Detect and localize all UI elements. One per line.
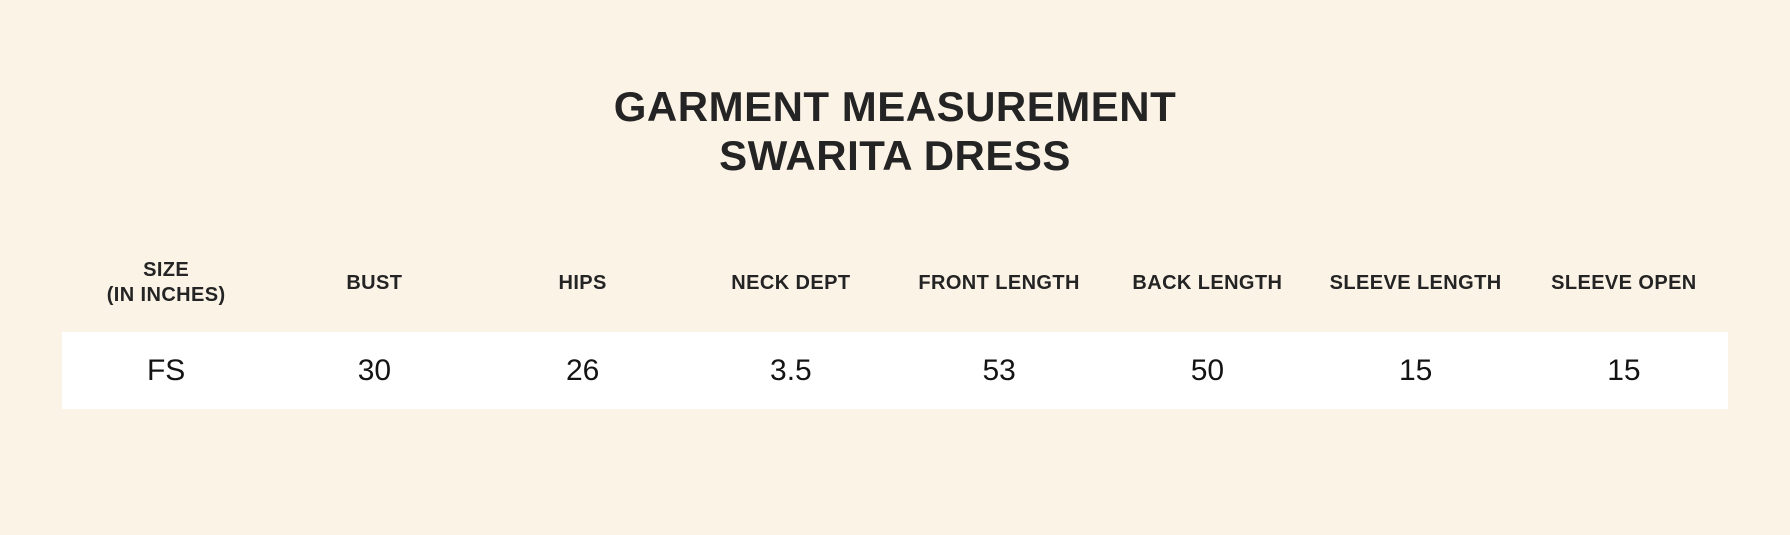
column-header-size: SIZE (IN INCHES)	[62, 258, 270, 308]
column-header-front-length: FRONT LENGTH	[918, 271, 1080, 294]
cell-back-length-value: 50	[1190, 353, 1225, 387]
page-title-line2: SWARITA DRESS	[719, 132, 1071, 179]
cell-front-length-value: 53	[982, 353, 1016, 387]
column-header-sleeve-length: SLEEVE LENGTH	[1329, 271, 1502, 294]
column-header-bust: BUST	[346, 271, 403, 294]
cell-sleeve-open-value: 15	[1607, 353, 1641, 387]
column-header-size-label: SIZE	[143, 259, 190, 281]
column-header-hips: HIPS	[558, 271, 607, 294]
cell-bust-value: 30	[357, 353, 392, 387]
page-title-line1: GARMENT MEASUREMENT	[613, 83, 1177, 130]
cell-size-value: FS	[146, 353, 186, 387]
column-header-sleeve-open: SLEEVE OPEN	[1551, 271, 1697, 294]
cell-hips-value: 26	[565, 353, 600, 387]
cell-sleeve-length-value: 15	[1398, 353, 1433, 387]
page-title: GARMENT MEASUREMENT SWARITA DRESS	[0, 82, 1790, 180]
table-header-row: SIZE (IN INCHES) BUST HIPS NECK DEPT FRO…	[62, 246, 1728, 320]
table-row: FS 30 26 3.5 53 50 15 15	[62, 332, 1728, 409]
column-header-neck-dept: NECK DEPT	[731, 271, 851, 294]
cell-neck-dept-value: 3.5	[770, 353, 812, 387]
column-header-size-sublabel: (IN INCHES)	[106, 284, 226, 306]
column-header-back-length: BACK LENGTH	[1132, 271, 1283, 294]
